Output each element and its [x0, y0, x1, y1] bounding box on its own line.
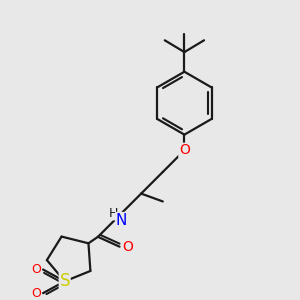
Text: O: O: [179, 143, 190, 158]
Text: S: S: [59, 272, 70, 290]
Text: N: N: [116, 213, 127, 228]
Text: H: H: [109, 207, 118, 220]
Text: O: O: [31, 286, 41, 300]
Text: O: O: [122, 240, 133, 254]
Text: O: O: [31, 263, 41, 276]
